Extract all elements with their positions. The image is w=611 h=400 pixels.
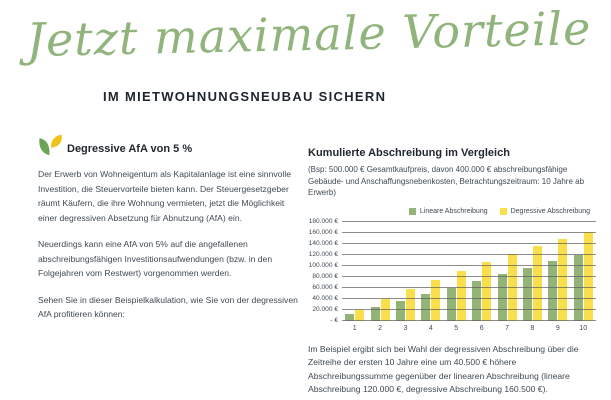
bar-degressive	[431, 279, 441, 321]
bar-degressive	[507, 254, 517, 321]
x-tick-label: 8	[530, 324, 535, 332]
x-tick-label: 4	[428, 324, 433, 332]
x-tick-label: 6	[479, 324, 484, 332]
chart-note: Im Beispiel ergibt sich bei Wahl der deg…	[308, 343, 579, 395]
bar-linear	[395, 300, 405, 321]
chart-legend: Lineare Abschreibung Degressive Abschrei…	[308, 207, 596, 215]
bar-linear	[548, 261, 558, 321]
legend-item-degressive: Degressive Abschreibung	[499, 207, 590, 215]
x-tick-label: 5	[454, 324, 459, 332]
x-tick-label: 10	[579, 324, 588, 332]
leaf-icon	[39, 134, 62, 156]
bar-group	[497, 254, 517, 321]
y-tick-label: 40.000 €	[312, 294, 338, 302]
body-paragraph: Sehen Sie in dieser Beispielkalkulation,…	[38, 294, 298, 320]
y-tick-label: 80.000 €	[312, 272, 338, 280]
x-tick-label: 7	[505, 324, 509, 332]
y-tick-label: 20.000 €	[312, 305, 338, 313]
right-column: Kumulierte Abschreibung im Vergleich (Bs…	[308, 147, 596, 397]
bar-linear	[522, 267, 532, 321]
bar-group	[395, 289, 415, 321]
y-tick-label: 120.000 €	[308, 250, 338, 258]
bar-group	[522, 246, 542, 321]
bar-degressive	[380, 299, 390, 321]
y-tick-label: 160.000 €	[308, 228, 338, 236]
legend-swatch-degressive-icon	[499, 207, 507, 215]
bar-chart: - € 20.000 € 40.000 € 60.000 € 80.000 € 100.0…	[308, 218, 596, 332]
bar-linear	[497, 274, 507, 321]
bar-linear	[345, 313, 355, 321]
legend-label-degressive: Degressive Abschreibung	[510, 207, 590, 215]
section-heading: Degressive AfA von 5 %	[67, 143, 193, 155]
bar-linear	[472, 280, 482, 321]
y-tick-label: 60.000 €	[312, 283, 338, 291]
bar-degressive	[355, 309, 365, 321]
hero-script-title: Jetzt maximale Vorteile	[25, 1, 592, 67]
hero-subtitle: IM MIETWOHNUNGSNEUBAU SICHERN	[103, 89, 387, 104]
y-axis-labels: - € 20.000 € 40.000 € 60.000 € 80.000 € 100.0…	[308, 218, 338, 324]
bar-group	[446, 270, 466, 321]
bar-degressive	[482, 262, 492, 321]
legend-label-linear: Lineare Abschreibung	[419, 207, 488, 215]
x-tick-label: 9	[555, 324, 560, 332]
x-tick-label: 2	[378, 324, 383, 332]
bar-group	[472, 262, 492, 321]
bar-degressive	[558, 239, 568, 321]
y-tick-label: 100.000 €	[308, 261, 338, 269]
bar-group	[573, 232, 593, 321]
x-axis-labels: 1 2 3 4 5 6 7 8 9 10	[342, 325, 596, 332]
bar-linear	[573, 254, 583, 321]
legend-item-linear: Lineare Abschreibung	[408, 207, 488, 215]
chart-subtitle: (Bsp: 500.000 € Gesamtkaufpreis, davon 4…	[308, 165, 585, 197]
bar-linear	[446, 287, 456, 321]
y-tick-label: - €	[330, 316, 338, 324]
plot-area	[342, 221, 596, 321]
body-paragraph: Neuerdings kann eine AfA von 5% auf die …	[38, 239, 273, 278]
body-paragraph: Der Erwerb von Wohneigentum als Kapitala…	[38, 169, 292, 223]
bar-linear	[370, 307, 380, 321]
bar-degressive	[456, 270, 466, 321]
x-tick-label: 3	[403, 324, 408, 332]
section-header: Degressive AfA von 5 %	[38, 134, 300, 156]
bar-linear	[421, 294, 431, 321]
bar-group	[345, 309, 365, 321]
legend-swatch-linear-icon	[408, 207, 416, 215]
bar-degressive	[583, 232, 593, 321]
chart-title: Kumulierte Abschreibung im Vergleich	[308, 147, 510, 159]
x-tick-label: 1	[352, 324, 357, 332]
y-tick-label: 140.000 €	[308, 239, 338, 247]
bar-group	[421, 279, 441, 321]
bar-group	[370, 299, 390, 321]
bar-degressive	[532, 246, 542, 321]
bar-group	[548, 239, 568, 321]
bar-groups	[342, 222, 596, 321]
left-column: Degressive AfA von 5 % Der Erwerb von Wo…	[38, 134, 300, 322]
bar-degressive	[405, 289, 415, 321]
y-tick-label: 180.000 €	[308, 217, 338, 225]
